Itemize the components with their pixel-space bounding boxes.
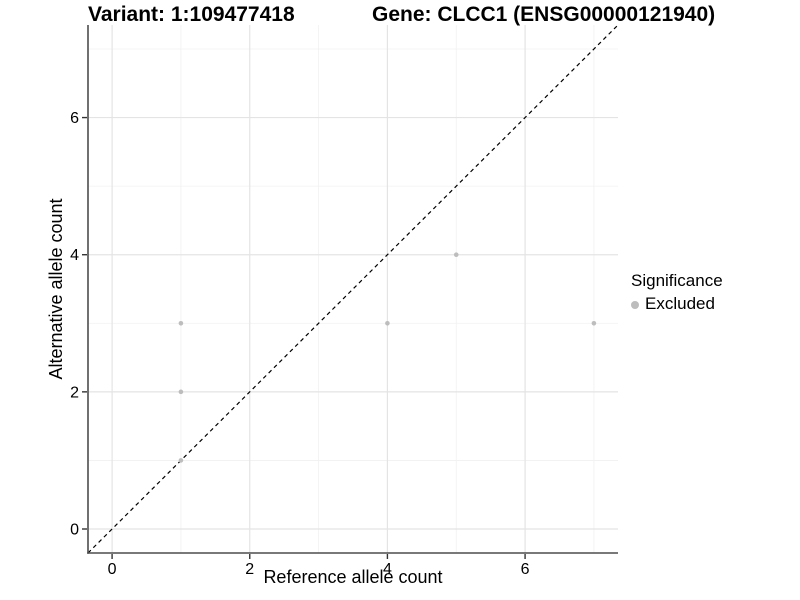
y-axis-title: Alternative allele count [46, 198, 66, 380]
data-point [453, 252, 459, 258]
data-point [591, 320, 597, 326]
legend-item-excluded: Excluded [631, 294, 723, 314]
data-point [178, 458, 184, 463]
y-tick-label: 0 [70, 522, 79, 539]
plot-title-gene: Gene: CLCC1 (ENSG00000121940) [372, 3, 716, 26]
x-tick-label: 4 [383, 561, 392, 578]
x-tick-label: 2 [245, 561, 254, 578]
y-tick-label: 6 [70, 110, 79, 127]
x-tick-label: 6 [521, 561, 530, 578]
legend-item-label: Excluded [645, 294, 715, 314]
x-tick-label: 0 [108, 561, 117, 578]
legend: Significance Excluded [631, 271, 723, 315]
data-point [178, 389, 184, 395]
legend-title: Significance [631, 271, 723, 290]
y-tick-label: 2 [70, 384, 79, 401]
y-tick-label: 4 [70, 247, 79, 264]
data-point [385, 320, 390, 326]
plot-title-variant: Variant: 1:109477418 [88, 3, 295, 26]
identity-line [87, 24, 619, 554]
data-point [178, 320, 184, 326]
x-axis-title: Reference allele count [263, 567, 443, 587]
excluded-point-icon [631, 300, 639, 309]
